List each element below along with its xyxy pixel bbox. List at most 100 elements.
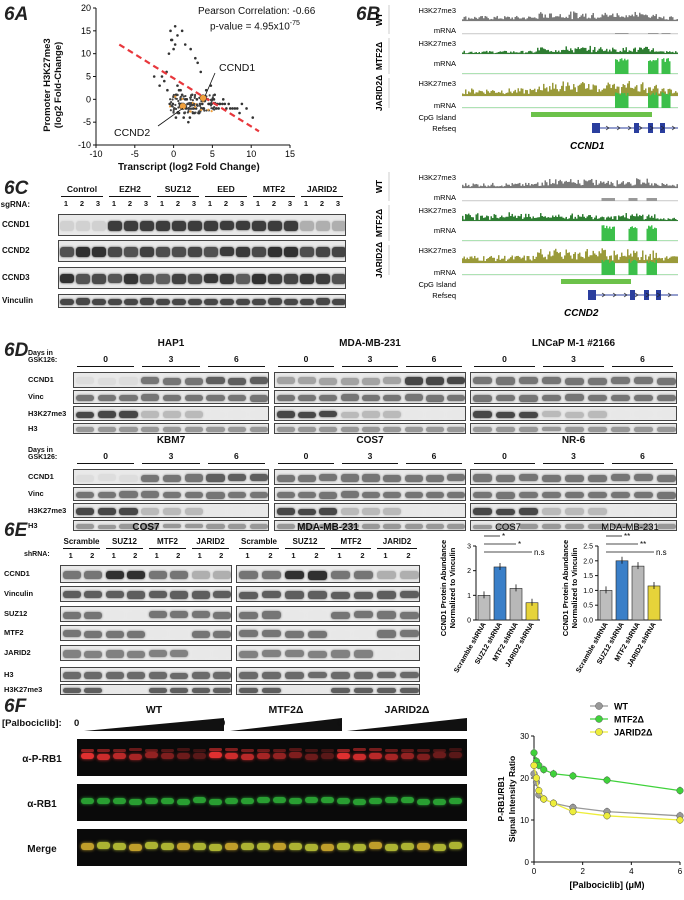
blot-band: [447, 411, 465, 418]
track-bar: [480, 90, 482, 96]
blot-suz12: [60, 606, 232, 622]
track-bar: [567, 219, 569, 221]
track-bar: [607, 51, 609, 54]
blot-band: [340, 411, 359, 419]
group-label-control: Control: [66, 184, 98, 194]
scatter-point: [221, 98, 225, 101]
track-bar: [631, 198, 633, 201]
scatter-point: [218, 102, 221, 106]
day-label: 6: [431, 354, 437, 364]
gel-image: [77, 829, 467, 866]
track-bar: [612, 183, 614, 188]
track-label: H3K27me3: [418, 173, 456, 182]
lane-number: 1: [337, 551, 342, 560]
gel-band: [225, 797, 238, 804]
track-bar: [514, 215, 516, 221]
track-bar: [552, 51, 554, 54]
blot-band: [340, 523, 359, 529]
bar-y-tick-label: 0.5: [583, 603, 593, 610]
blot-h3k27me3: [274, 406, 466, 421]
track-bar: [483, 183, 485, 188]
track-bar: [633, 16, 635, 21]
blot-band: [426, 474, 444, 482]
track-bar: [610, 216, 612, 221]
conc-label: [Palbociclib]:: [2, 718, 62, 729]
blot-band: [541, 524, 562, 529]
scatter-point: [183, 98, 187, 101]
track-bar: [579, 49, 581, 54]
blot-h3k27me3: [60, 684, 232, 695]
track-bar: [601, 216, 603, 221]
blot-band: [97, 427, 116, 433]
track-bar: [501, 18, 503, 21]
track-bar: [502, 93, 504, 96]
track-bar: [586, 50, 588, 54]
blot-band: [188, 221, 202, 232]
track-bar: [583, 258, 585, 263]
track-bar: [624, 85, 626, 96]
scatter-point: [201, 102, 204, 106]
track-bar: [571, 19, 573, 21]
track-bar: [600, 17, 602, 21]
track-bar: [574, 48, 576, 54]
track-bar: [661, 257, 663, 263]
track-bar: [634, 184, 636, 188]
blot-band: [261, 672, 282, 680]
track-bar: [628, 15, 630, 21]
track-bar: [634, 252, 636, 263]
track-bar: [657, 51, 659, 54]
track-bar: [472, 52, 474, 54]
blot-band: [656, 394, 676, 402]
track-bar: [478, 186, 480, 188]
blot-band: [236, 298, 250, 306]
track-bar: [562, 81, 564, 96]
track-bar: [510, 91, 512, 96]
point-jarid2: [530, 761, 538, 769]
track-bar: [489, 92, 491, 96]
blot-band: [148, 591, 167, 599]
track-bar: [609, 255, 611, 263]
blot-band: [206, 427, 225, 433]
lane-number: 3: [95, 199, 101, 208]
blot-band: [518, 491, 539, 499]
day-underline: [612, 366, 673, 367]
track-bar: [604, 183, 606, 188]
shrna-group-label: SUZ12: [292, 537, 318, 546]
track-bar: [552, 82, 554, 96]
cell-line-title: KBM7: [156, 435, 186, 446]
blot-band: [298, 524, 316, 530]
highlight-point: [199, 94, 207, 102]
track-bar: [565, 46, 567, 54]
track-bar: [612, 260, 614, 275]
track-bar: [538, 252, 540, 263]
track-bar: [471, 51, 473, 54]
blot-band: [383, 474, 402, 482]
track-bar: [553, 88, 555, 96]
track-bar: [604, 249, 606, 263]
track-bar: [481, 186, 483, 188]
blot-band: [249, 395, 268, 402]
blot-band: [298, 427, 316, 432]
blot-band: [238, 611, 259, 619]
track-bar: [676, 256, 678, 263]
scatter-point: [176, 84, 179, 87]
track-bar: [490, 18, 492, 21]
blot-band: [238, 650, 259, 659]
track-bar: [622, 47, 624, 54]
track-bar: [604, 228, 606, 241]
scatter-point: [210, 101, 213, 104]
track-bar: [504, 94, 506, 96]
blot-band: [162, 410, 182, 418]
scatter-point: [160, 75, 164, 78]
blot-band: [184, 508, 203, 516]
track-bar: [567, 49, 569, 54]
blot-band: [298, 491, 316, 499]
track-block: H3K27me3mRNAH3K27me3mRNAH3K27me3mRNACpG …: [374, 172, 678, 319]
x-tick-label: 10: [246, 149, 256, 159]
track-bar: [495, 214, 497, 221]
refseq-exon: [592, 123, 600, 133]
bar-y-tick-label: 2: [467, 568, 471, 575]
blot-band: [376, 591, 397, 599]
blot-band: [172, 247, 186, 258]
scatter-point: [162, 79, 166, 83]
